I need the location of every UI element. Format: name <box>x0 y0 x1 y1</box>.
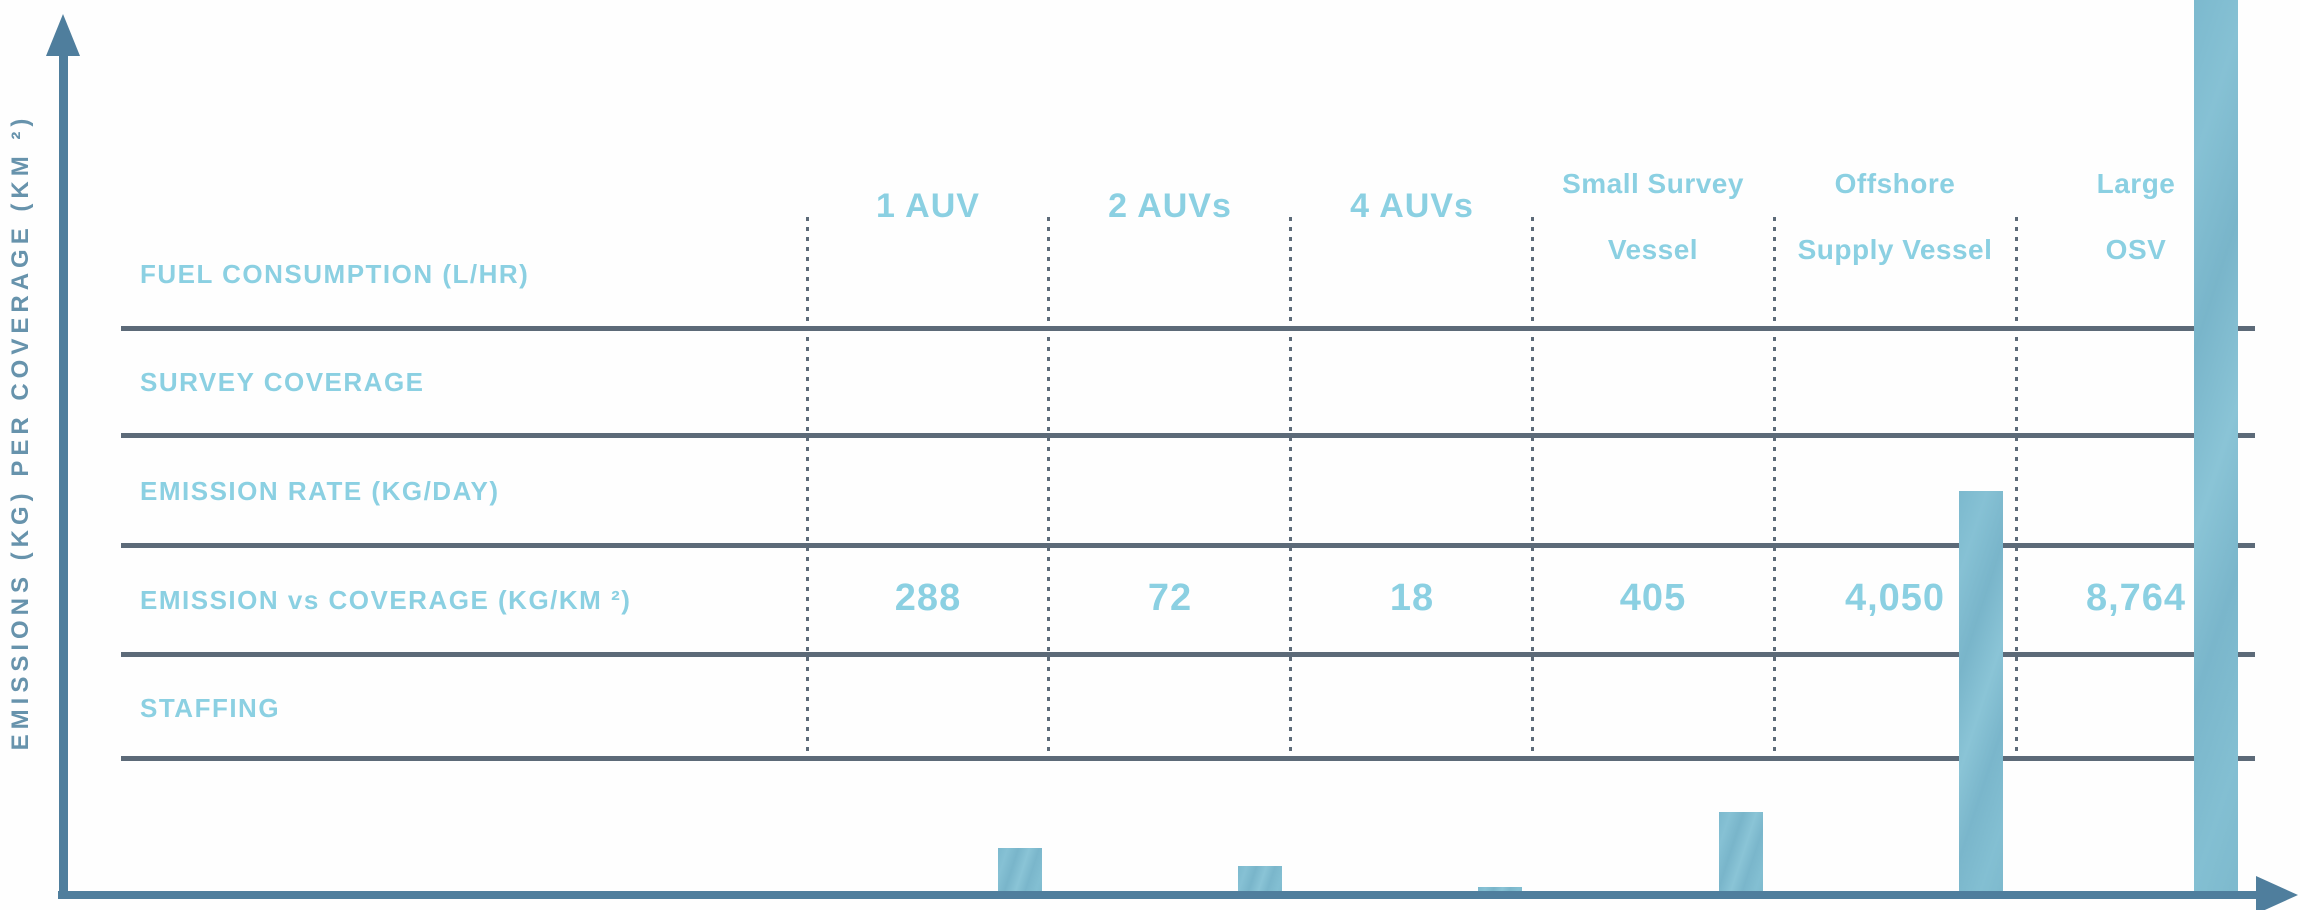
bar-2-auvs <box>1238 866 1282 899</box>
column-divider-dotted <box>1531 217 1534 758</box>
column-divider-dotted <box>2015 217 2018 758</box>
row-divider <box>121 326 2255 331</box>
bar-small-survey-vessel <box>1719 812 1763 899</box>
row-divider <box>121 652 2255 657</box>
bar-4-auvs <box>1478 887 1522 899</box>
row-divider <box>121 756 2255 761</box>
bar-large-osv <box>2194 0 2238 899</box>
row-divider <box>121 543 2255 548</box>
row-divider <box>121 433 2255 438</box>
bar-1-auv <box>998 848 1042 899</box>
column-divider-dotted <box>1047 217 1050 758</box>
column-divider-dotted <box>1289 217 1292 758</box>
bar-offshore-supply-vessel <box>1959 491 2003 899</box>
column-divider-dotted <box>806 217 809 758</box>
column-divider-dotted <box>1773 217 1776 758</box>
